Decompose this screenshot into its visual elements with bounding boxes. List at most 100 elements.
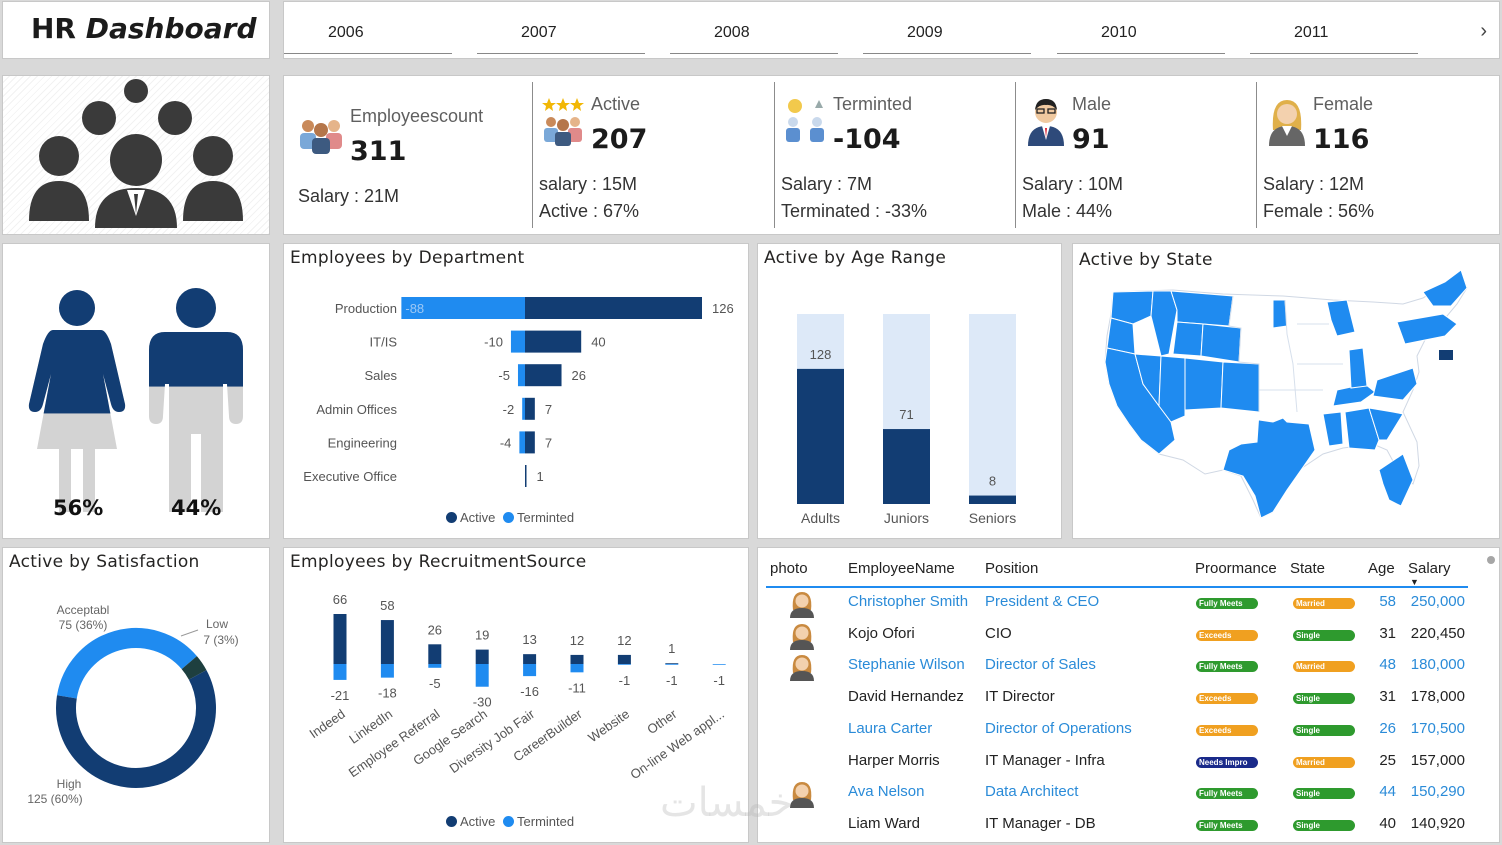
column-header[interactable]: photo bbox=[770, 560, 808, 577]
data-label: 128 bbox=[810, 347, 832, 362]
terminated-bar bbox=[570, 664, 584, 673]
slice-value: 7 (3%) bbox=[203, 633, 238, 647]
year-option[interactable]: 2009 bbox=[863, 24, 1031, 54]
kpi-active: Active 207 salary : 15M Active : 67% bbox=[533, 82, 774, 230]
female-avatar-icon bbox=[1269, 100, 1305, 146]
terminated-bar bbox=[510, 330, 525, 353]
active-bar bbox=[428, 644, 442, 664]
employee-age: 31 bbox=[1379, 624, 1396, 642]
table-row[interactable]: Liam Ward IT Manager - DB Fully Meets Singl… bbox=[758, 810, 1488, 842]
data-label: 7 bbox=[545, 402, 552, 417]
table-row[interactable]: Laura Carter Director of Operations Exceed… bbox=[758, 715, 1488, 747]
data-label: -10 bbox=[484, 335, 503, 350]
kpi-label: Employeescount bbox=[350, 106, 484, 126]
employee-position: Data Architect bbox=[985, 783, 1079, 801]
active-bar bbox=[525, 465, 527, 487]
kpi-label: Terminted bbox=[833, 94, 913, 114]
age-bar bbox=[797, 368, 844, 504]
category-label: Executive Office bbox=[303, 469, 397, 484]
column-header[interactable]: State bbox=[1290, 560, 1326, 577]
divider bbox=[1015, 82, 1016, 228]
data-label: -88 bbox=[405, 301, 424, 316]
year-option[interactable]: 2010 bbox=[1057, 24, 1225, 54]
category-label: Juniors bbox=[884, 510, 929, 526]
terminated-bar bbox=[401, 297, 525, 319]
column-header[interactable]: Position bbox=[985, 560, 1039, 577]
donut-slice bbox=[181, 656, 207, 680]
employee-position: IT Manager - DB bbox=[985, 814, 1096, 832]
category-label: IT/IS bbox=[370, 335, 398, 350]
year-option[interactable]: 2006 bbox=[284, 24, 452, 54]
column-header[interactable]: Age bbox=[1368, 560, 1395, 577]
divider bbox=[532, 82, 533, 228]
state-highlight bbox=[1439, 350, 1453, 360]
column-header[interactable]: EmployeeName bbox=[848, 560, 955, 577]
employee-salary: 180,000 bbox=[1410, 656, 1465, 674]
usa-map[interactable] bbox=[1073, 244, 1501, 540]
kpi-value: 207 bbox=[591, 124, 648, 155]
female-fill-level bbox=[28, 290, 126, 414]
terminated-bar bbox=[428, 664, 442, 668]
employee-age: 44 bbox=[1379, 783, 1396, 801]
terminated-bar bbox=[712, 664, 726, 665]
kpi-ratio: Male : 44% bbox=[1022, 201, 1113, 221]
year-option[interactable]: 2007 bbox=[477, 24, 645, 54]
donut-slice bbox=[57, 628, 197, 699]
table-row[interactable]: Ava Nelson Data Architect Fully Meets Singl… bbox=[758, 778, 1488, 810]
table-row[interactable]: Christopher Smith President & CEO Fully Me… bbox=[758, 588, 1488, 620]
data-label: -1 bbox=[666, 673, 678, 688]
data-label: 126 bbox=[712, 301, 734, 316]
chevron-right-icon[interactable]: › bbox=[1480, 20, 1487, 42]
terminated-employees-icon bbox=[786, 99, 824, 142]
data-label: 7 bbox=[545, 435, 552, 450]
marital-badge: Single bbox=[1293, 724, 1355, 736]
gender-figures bbox=[28, 288, 243, 512]
table-row[interactable]: David Hernandez IT Director Exceeds Single 3… bbox=[758, 683, 1488, 715]
column-header[interactable]: Proormance bbox=[1195, 560, 1277, 577]
terminated-bar bbox=[522, 397, 525, 420]
terminated-bar bbox=[333, 664, 347, 680]
data-label: -30 bbox=[473, 695, 492, 710]
age-bar-chart: 128 Adults 71 Juniors 8 Seniors bbox=[797, 314, 1016, 526]
year-option[interactable]: 2008 bbox=[670, 24, 838, 54]
employee-age: 26 bbox=[1379, 719, 1396, 737]
category-label: Other bbox=[644, 706, 680, 737]
chart-title: Active by Age Range bbox=[764, 248, 947, 268]
table-row[interactable]: Stephanie Wilson Director of Sales Fully M… bbox=[758, 651, 1488, 683]
data-label: 58 bbox=[380, 598, 394, 613]
sort-desc-icon: ▼ bbox=[1410, 577, 1419, 587]
employee-salary: 140,920 bbox=[1410, 814, 1465, 832]
performance-badge: Fully Meets bbox=[1196, 819, 1258, 831]
category-label: Production bbox=[335, 301, 397, 316]
terminated-bar bbox=[517, 364, 525, 387]
marital-badge: Married bbox=[1293, 598, 1355, 609]
marital-badge: Single bbox=[1293, 629, 1355, 641]
legend-dot-active bbox=[446, 816, 457, 827]
employee-position: CIO bbox=[985, 624, 1012, 642]
performance-badge: Fully Meets bbox=[1196, 788, 1258, 800]
year-slicer[interactable]: 2006 2007 2008 2009 2010 2011 › bbox=[283, 1, 1500, 59]
satisfaction-chart-panel: Active by Satisfaction Acceptabl 75 (36%)… bbox=[2, 547, 270, 843]
employee-name: Harper Morris bbox=[848, 751, 940, 769]
scrollbar-thumb[interactable] bbox=[1487, 556, 1495, 564]
marital-badge: Single bbox=[1293, 819, 1355, 831]
data-label: 19 bbox=[475, 628, 489, 643]
gender-ratio-panel: 56% 44% bbox=[2, 243, 270, 539]
active-bar bbox=[525, 431, 535, 454]
column-header[interactable]: Salary ▼ bbox=[1408, 560, 1451, 587]
data-label: 26 bbox=[428, 622, 442, 637]
data-label: -5 bbox=[429, 676, 441, 691]
terminated-bar bbox=[519, 431, 525, 454]
year-option[interactable]: 2011 bbox=[1250, 24, 1418, 54]
data-label: 13 bbox=[522, 632, 536, 647]
active-bar bbox=[333, 614, 347, 664]
legend-dot-active bbox=[446, 512, 457, 523]
recruitment-chart-panel: Employees by RecruitmentSource 66 -21 Inde… bbox=[283, 547, 749, 843]
table-row[interactable]: Harper Morris IT Manager - Infra Needs Imp… bbox=[758, 747, 1488, 779]
employee-salary: 178,000 bbox=[1410, 688, 1465, 706]
slice-label: High bbox=[57, 777, 82, 791]
table-row[interactable]: Kojo Ofori CIO Exceeds Single 31 220,450 bbox=[758, 620, 1488, 652]
divider bbox=[1256, 82, 1257, 228]
employee-salary: 250,000 bbox=[1410, 593, 1465, 610]
employee-position: Director of Sales bbox=[985, 656, 1096, 674]
